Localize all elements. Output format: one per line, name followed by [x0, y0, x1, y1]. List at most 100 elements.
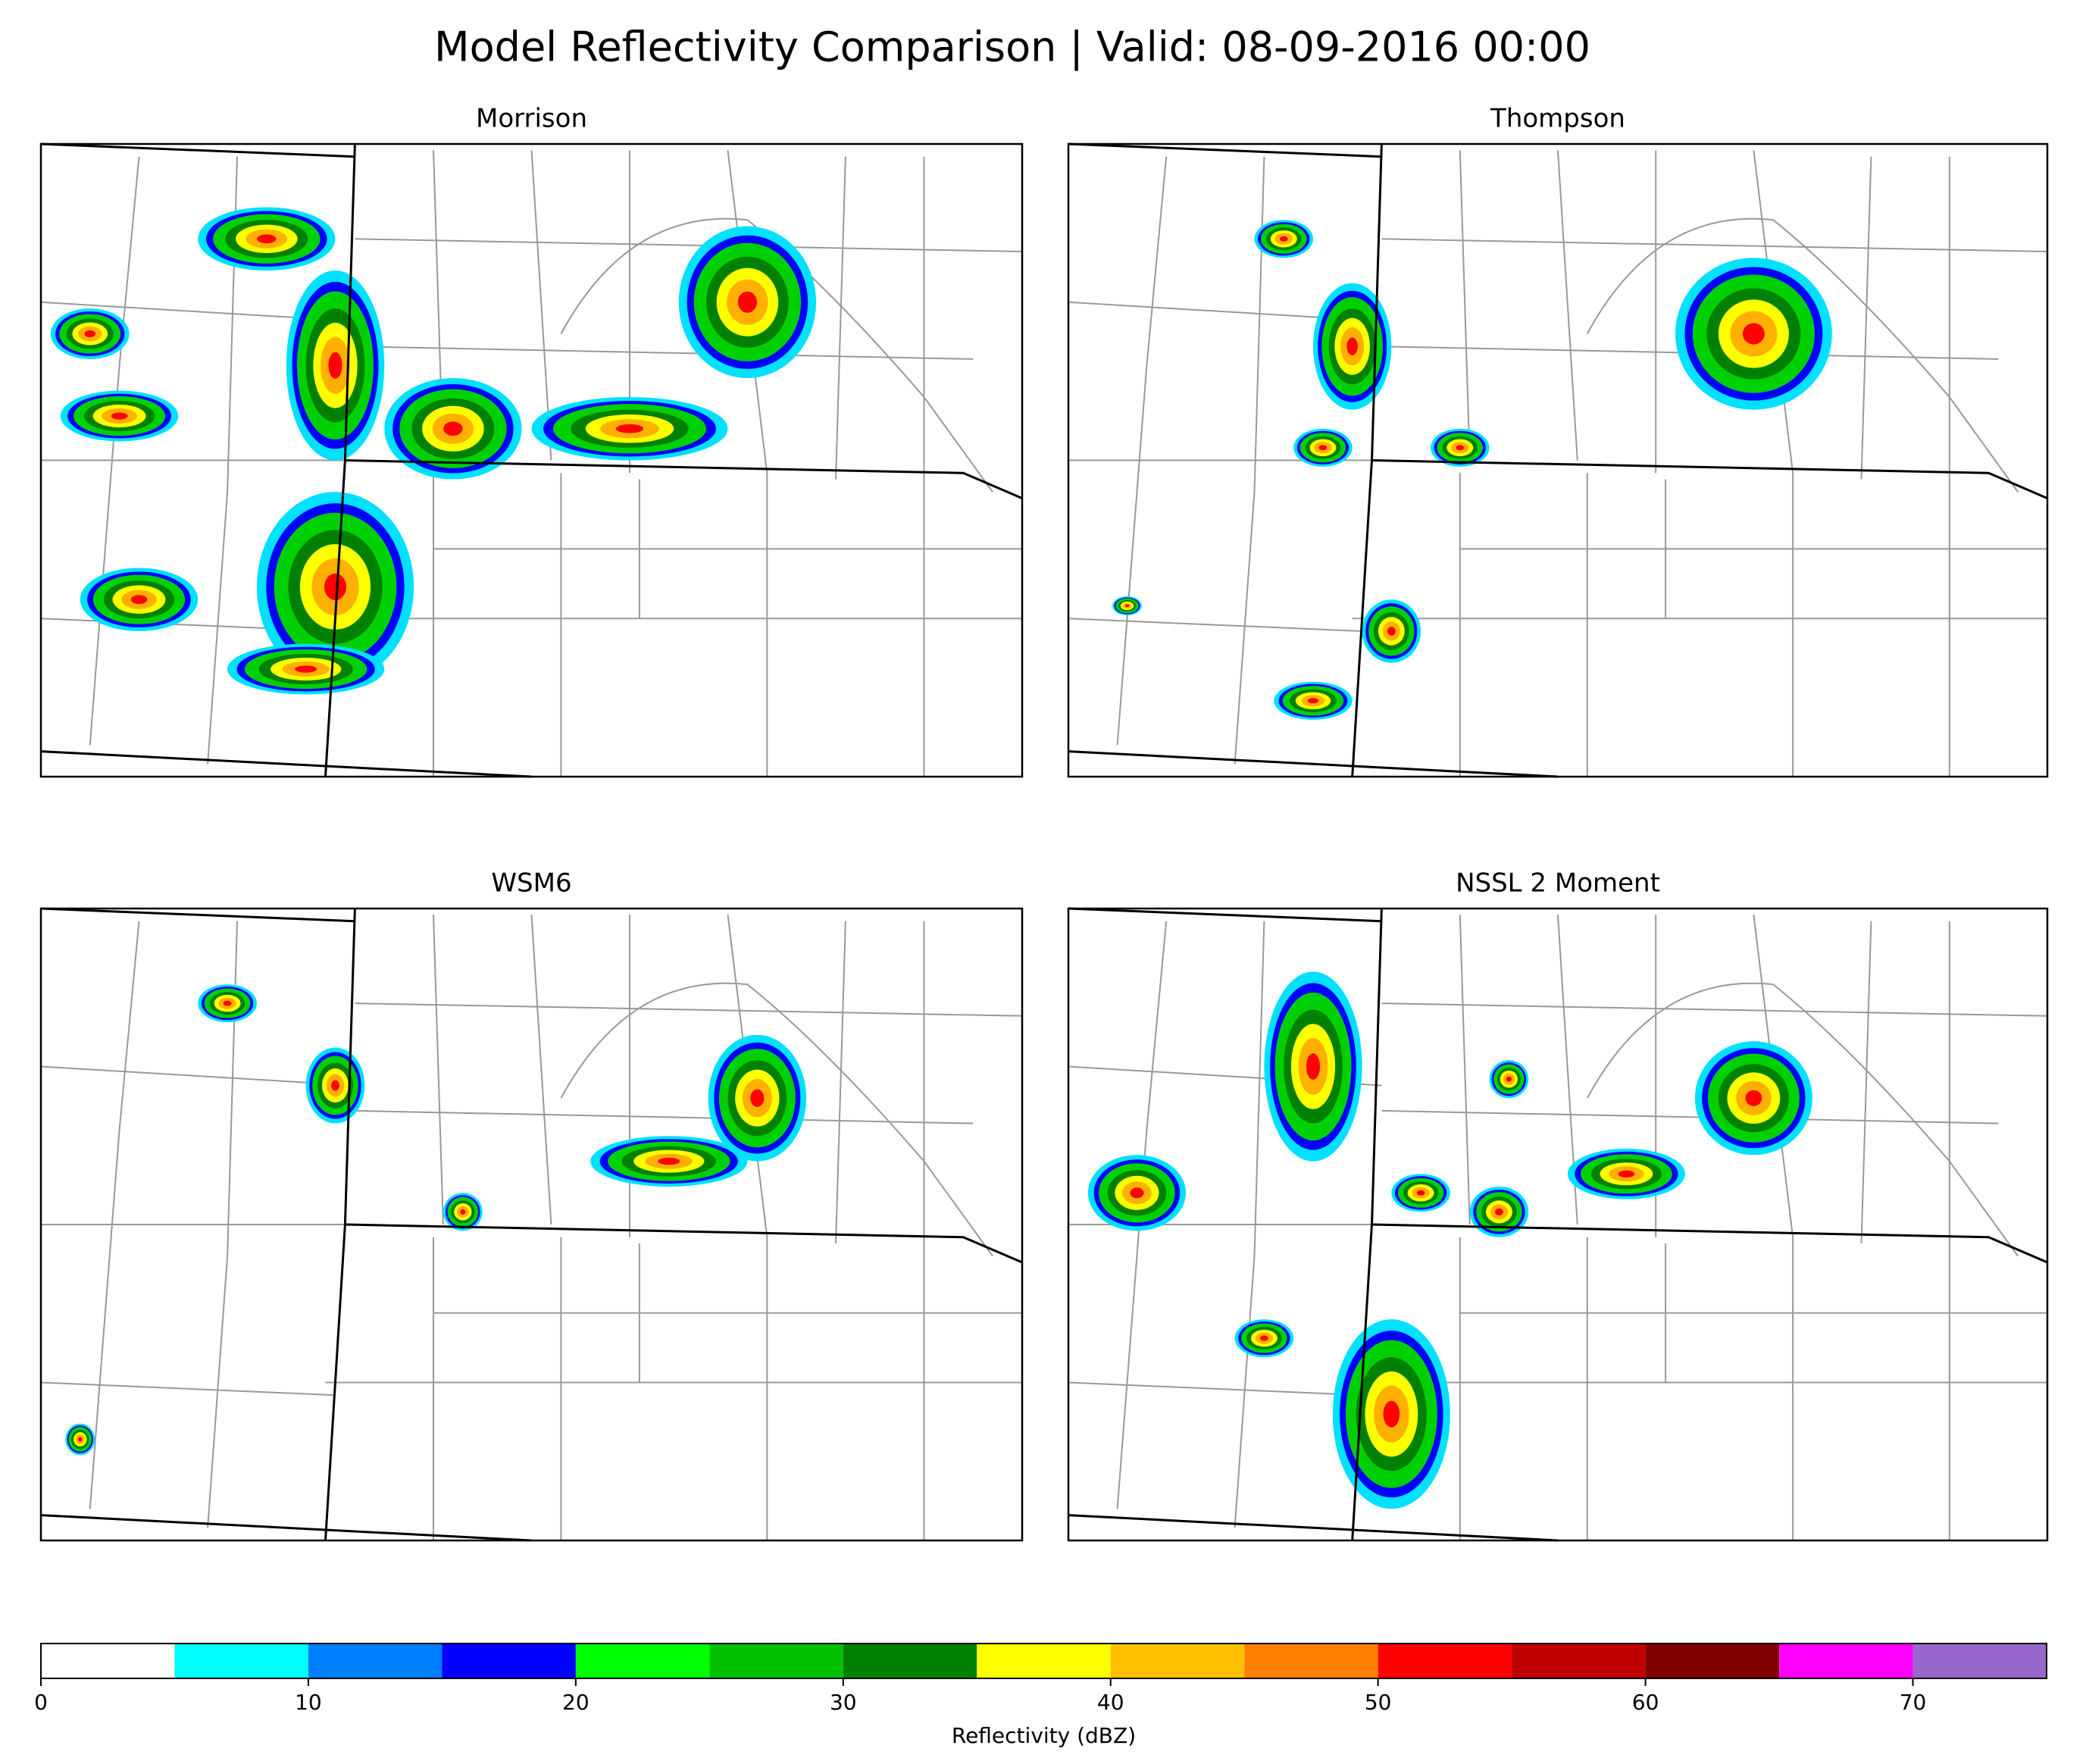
state-border: [40, 750, 532, 778]
colorbar-segment: [1645, 1644, 1780, 1678]
panel-title: Morrison: [476, 104, 587, 134]
reflectivity-echo: [1346, 337, 1358, 355]
reflectivity-echo: [331, 1080, 339, 1091]
state-border: [1068, 907, 1382, 923]
state-border: [40, 142, 355, 158]
county-line: [1381, 1002, 2048, 1017]
county-line: [530, 150, 552, 461]
county-line: [1381, 238, 2048, 252]
county-line: [40, 1381, 336, 1396]
county-line: [1586, 982, 2019, 1257]
county-line: [89, 156, 140, 746]
colorbar-segment: [1912, 1644, 2047, 1678]
reflectivity-echo: [1279, 236, 1288, 242]
colorbar-tick-label: 10: [295, 1690, 322, 1715]
county-line: [355, 1109, 974, 1124]
county-line: [1381, 1109, 1999, 1124]
panel-frame: [39, 907, 1024, 1542]
county-line: [1586, 217, 2019, 493]
reflectivity-echo: [1318, 445, 1328, 451]
colorbar-frame: [40, 1643, 2047, 1679]
reflectivity-echo: [1124, 604, 1130, 608]
reflectivity-echo: [1383, 1400, 1400, 1428]
colorbar-tick-label: 40: [1097, 1690, 1124, 1715]
colorbar-segment: [575, 1644, 710, 1678]
reflectivity-echo: [1387, 627, 1396, 636]
county-line: [1459, 915, 1471, 1225]
panel-frame: [1067, 907, 2049, 1542]
county-line: [530, 915, 552, 1225]
county-line: [207, 921, 238, 1528]
state-border: [1068, 1514, 1559, 1542]
reflectivity-echo: [1130, 1187, 1144, 1199]
reflectivity-echo: [1495, 1208, 1503, 1215]
state-border: [1068, 750, 1559, 778]
reflectivity-echo: [615, 424, 644, 433]
state-border: [345, 1223, 1023, 1264]
colorbar-tick-label: 20: [562, 1690, 590, 1715]
county-line: [1557, 150, 1578, 461]
county-line: [1234, 921, 1265, 1528]
reflectivity-echo: [111, 412, 128, 420]
county-line: [835, 921, 846, 1244]
county-line: [560, 217, 993, 493]
county-line: [835, 156, 846, 480]
colorbar-segment: [1110, 1644, 1245, 1678]
colorbar-tick-label: 70: [1900, 1690, 1927, 1715]
county-line: [355, 1002, 1023, 1017]
panel-frame: [39, 142, 1024, 778]
panel-title: NSSL 2 Moment: [1456, 868, 1660, 899]
state-border: [1371, 1223, 2048, 1264]
reflectivity-echo: [324, 573, 347, 601]
reflectivity-echo: [84, 330, 96, 338]
reflectivity-echo: [658, 1157, 680, 1165]
reflectivity-echo: [1618, 1170, 1635, 1178]
county-line: [207, 156, 238, 765]
state-border: [40, 907, 355, 923]
colorbar-label: Reflectivity (dBZ): [952, 1723, 1136, 1748]
state-border: [345, 459, 1023, 499]
county-line: [355, 346, 974, 360]
colorbar-segment: [843, 1644, 977, 1678]
panel-title: WSM6: [491, 868, 571, 899]
map-panel: [39, 142, 1024, 778]
county-line: [433, 915, 444, 1225]
reflectivity-echo: [328, 352, 342, 379]
colorbar-segment: [1779, 1644, 1913, 1678]
reflectivity-echo: [460, 1209, 466, 1215]
panel-frame: [1067, 142, 2049, 778]
reflectivity-echo: [1456, 445, 1465, 451]
reflectivity-echo: [1506, 1076, 1512, 1082]
reflectivity-echo: [1307, 698, 1319, 704]
reflectivity-echo: [78, 1437, 83, 1442]
colorbar-segment: [977, 1644, 1111, 1678]
colorbar-segment: [1378, 1644, 1512, 1678]
colorbar-segment: [1512, 1644, 1646, 1678]
state-border: [40, 1514, 532, 1542]
county-line: [1234, 156, 1265, 765]
map-panel: [1067, 907, 2049, 1542]
colorbar-segment: [41, 1644, 175, 1678]
state-border: [1068, 142, 1382, 158]
state-border: [1371, 459, 2048, 499]
map-panel: [1067, 142, 2049, 778]
county-line: [89, 921, 140, 1509]
reflectivity-echo: [737, 291, 758, 313]
colorbar-tick-label: 30: [830, 1690, 857, 1715]
figure-title: Model Reflectivity Comparison | Valid: 0…: [434, 23, 1590, 71]
county-line: [355, 238, 1023, 252]
colorbar-tick-label: 60: [1632, 1690, 1659, 1715]
reflectivity-echo: [443, 421, 463, 436]
county-line: [40, 1065, 355, 1087]
reflectivity-echo: [1416, 1190, 1425, 1196]
colorbar-tick-label: 50: [1365, 1690, 1392, 1715]
reflectivity-echo: [1742, 323, 1765, 345]
reflectivity-echo: [130, 595, 148, 605]
reflectivity-echo: [1745, 1090, 1762, 1106]
colorbar-segment: [1244, 1644, 1378, 1678]
reflectivity-echo: [257, 234, 277, 244]
county-line: [1459, 150, 1471, 461]
county-line: [1860, 921, 1872, 1244]
colorbar-segment: [308, 1644, 443, 1678]
